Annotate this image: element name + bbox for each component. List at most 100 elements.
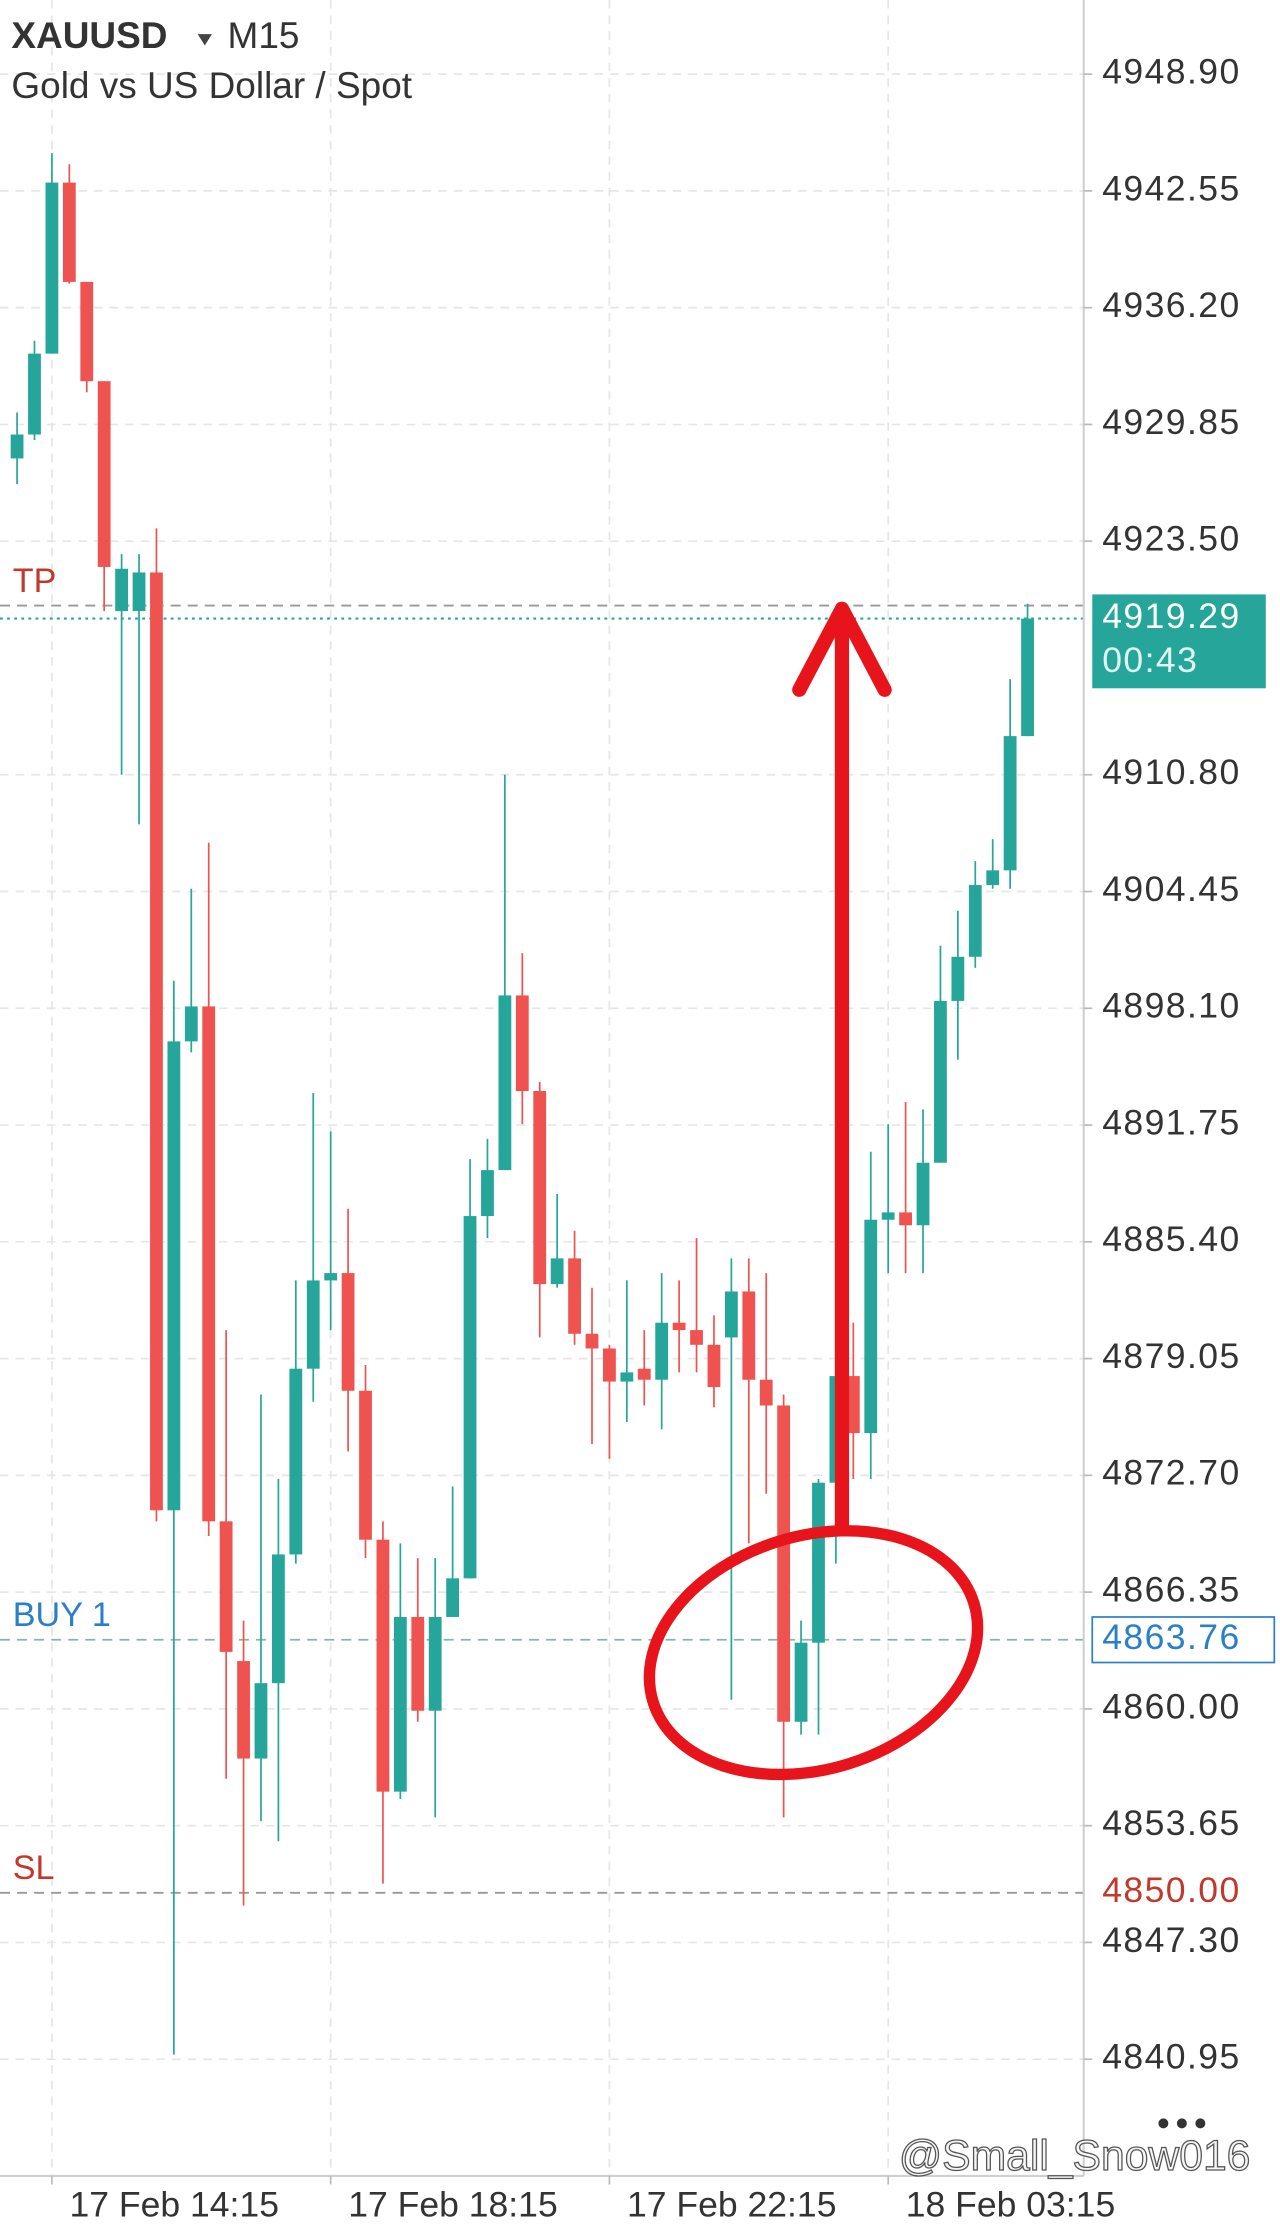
y-tick-label: 4872.70 — [1102, 1453, 1240, 1493]
candle-body — [637, 1368, 651, 1380]
candle-body — [341, 1273, 355, 1391]
more-menu[interactable] — [1158, 2118, 1206, 2129]
candle-body — [864, 1219, 878, 1434]
candle-body — [184, 1006, 198, 1042]
axis: 4948.90 4942.55 4936.20 4929.85 4923.50 4910.… — [51, 51, 1240, 2225]
timeframe[interactable]: M15 — [228, 15, 300, 56]
candle-body — [150, 572, 163, 1511]
dot — [1176, 2118, 1187, 2129]
symbol[interactable]: XAUUSD — [11, 15, 167, 56]
level-price: 4863.76 — [1102, 1617, 1240, 1657]
annotation-circle — [643, 1525, 984, 1781]
candle-body — [324, 1273, 338, 1281]
candle-body — [272, 1554, 285, 1684]
candle-body — [45, 182, 59, 354]
candle-body — [1003, 736, 1017, 871]
candle-body — [655, 1322, 669, 1380]
y-tick-label: 4929.85 — [1102, 402, 1240, 442]
candle-body — [690, 1330, 703, 1345]
y-tick-label: 4904.45 — [1102, 869, 1240, 909]
candle-body — [759, 1379, 773, 1406]
y-tick-label: 4860.00 — [1102, 1686, 1240, 1726]
candle-body — [28, 353, 41, 435]
candle-body — [359, 1390, 372, 1540]
candle-body — [446, 1578, 460, 1617]
candle-body — [393, 1616, 407, 1792]
candles — [10, 153, 1034, 2055]
candle-body — [481, 1170, 494, 1217]
candle-body — [463, 1216, 477, 1579]
candle-body — [550, 1258, 564, 1285]
y-tick-label: 4910.80 — [1102, 752, 1240, 792]
candle-body — [132, 572, 146, 612]
candle-body — [219, 1521, 233, 1652]
y-tick-label: 4840.95 — [1102, 2037, 1240, 2077]
y-tick-label: 4879.05 — [1102, 1336, 1240, 1376]
candle-body — [846, 1376, 860, 1434]
candle-body — [237, 1661, 250, 1759]
dropdown-icon[interactable] — [197, 34, 212, 46]
y-tick-label: 4885.40 — [1102, 1219, 1240, 1259]
candle-body — [620, 1372, 634, 1382]
candle-body — [968, 885, 982, 957]
candle-body — [916, 1162, 930, 1226]
watermark: @Small_Snow016 — [899, 2132, 1251, 2180]
level-name: TP — [13, 562, 57, 600]
y-tick-label: 4936.20 — [1102, 285, 1240, 325]
candle-body — [672, 1322, 686, 1331]
subtitle: Gold vs US Dollar / Spot — [11, 65, 412, 106]
candle-body — [742, 1291, 756, 1380]
candle-body — [951, 956, 965, 1001]
candle-body — [568, 1258, 581, 1334]
annotation-arrowhead — [792, 601, 892, 697]
x-tick-label: 18 Feb 03:15 — [906, 2185, 1116, 2225]
dot — [1195, 2118, 1206, 2129]
level-price-box — [1091, 1616, 1276, 1664]
candle-body — [794, 1642, 808, 1722]
candle-body — [899, 1212, 912, 1226]
candle-body — [724, 1291, 738, 1338]
candle-body — [428, 1616, 442, 1711]
y-tick-label: 4948.90 — [1102, 51, 1240, 91]
candle-body — [254, 1683, 268, 1759]
candle-body — [62, 182, 76, 282]
y-tick-label: 4898.10 — [1102, 986, 1240, 1026]
x-tick-label: 17 Feb 22:15 — [627, 2185, 837, 2225]
candle-body — [498, 995, 512, 1171]
y-tick-label: 4847.30 — [1102, 1920, 1240, 1960]
candle-body — [585, 1333, 599, 1349]
level-name: SL — [13, 1849, 55, 1887]
candle-body — [289, 1368, 303, 1555]
candle-body — [411, 1616, 425, 1711]
y-tick-label: 4923.50 — [1102, 519, 1240, 559]
annotation — [643, 601, 984, 1781]
candle-body — [202, 1006, 216, 1522]
candle-body — [115, 568, 128, 612]
candle-body — [10, 434, 24, 459]
candle-body — [1021, 618, 1034, 737]
candle-body — [80, 281, 94, 382]
candle-body — [97, 381, 111, 567]
level-price: 4850.00 — [1102, 1870, 1240, 1910]
candle-body — [515, 995, 529, 1092]
grid — [0, 0, 1084, 2176]
dot — [1158, 2118, 1169, 2129]
candle-body — [812, 1482, 825, 1643]
candle-body — [376, 1539, 390, 1792]
y-tick-label: 4853.65 — [1102, 1803, 1240, 1843]
x-tick-label: 17 Feb 14:15 — [69, 2185, 279, 2225]
candle-body — [306, 1280, 320, 1369]
candle-body — [881, 1212, 895, 1220]
current-price: 4919.29 — [1102, 596, 1240, 636]
levels: TP BUY 1 SL — [0, 562, 1084, 1894]
candle-body — [707, 1344, 721, 1388]
candle-body — [167, 1041, 181, 1511]
current-price-box — [1092, 594, 1266, 689]
candle-body — [533, 1091, 547, 1285]
level-name: BUY 1 — [13, 1596, 111, 1634]
y-tick-label: 4942.55 — [1102, 168, 1240, 208]
